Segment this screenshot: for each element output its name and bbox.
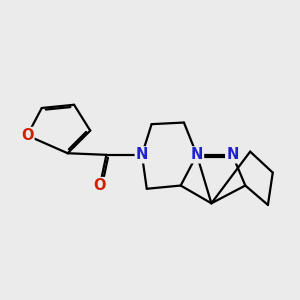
Text: N: N — [226, 147, 238, 162]
Text: N: N — [136, 147, 148, 162]
Text: O: O — [21, 128, 34, 143]
Text: N: N — [191, 147, 203, 162]
Text: O: O — [94, 178, 106, 193]
